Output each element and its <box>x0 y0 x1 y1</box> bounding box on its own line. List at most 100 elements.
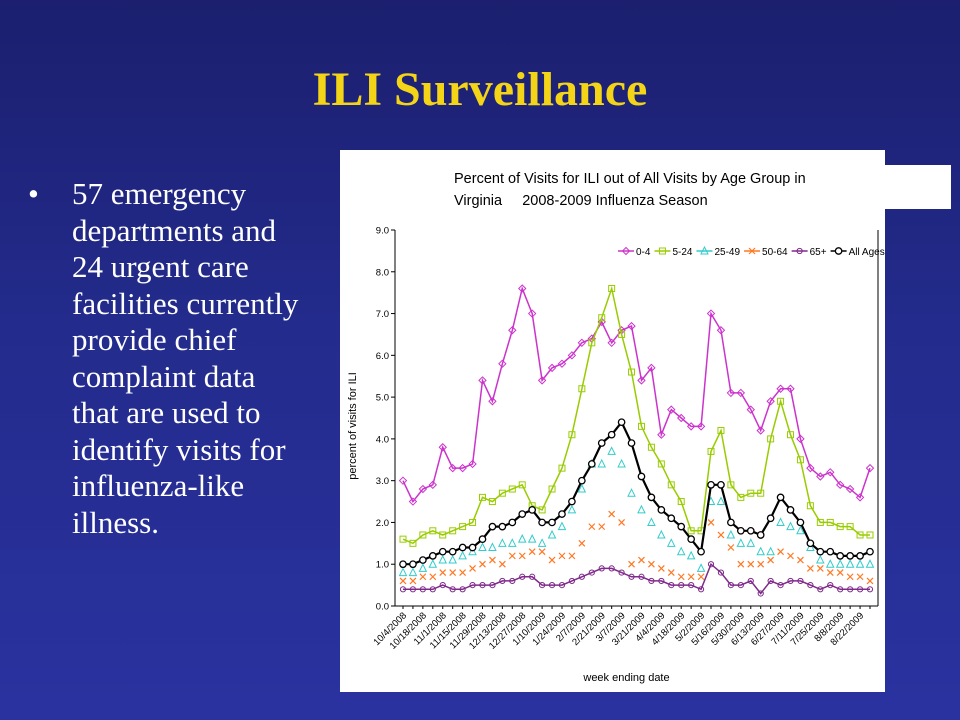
data-point-50-64-shape <box>578 539 586 547</box>
data-point-50-64-shape <box>548 556 556 564</box>
y-tick-label: 2.0 <box>376 518 389 529</box>
data-point-50-64 <box>429 573 437 581</box>
data-point-65+-shape <box>519 573 526 580</box>
data-point-5-24-shape <box>488 498 496 506</box>
data-point-65+ <box>737 582 744 589</box>
data-point-25-49-shape <box>617 458 626 468</box>
y-tick-label: 6.0 <box>376 351 389 362</box>
data-point-50-64-shape <box>787 552 794 560</box>
data-point-0-4-shape <box>527 309 537 318</box>
data-point-0-4-shape <box>418 484 428 494</box>
data-point-All Ages <box>448 547 457 556</box>
x-axis-title: week ending date <box>582 672 669 684</box>
y-tick-label: 4.0 <box>376 434 389 445</box>
data-point-65+-shape <box>568 577 576 585</box>
data-point-25-49-shape <box>676 546 686 556</box>
data-point-50-64 <box>856 573 864 581</box>
data-point-5-24 <box>657 460 665 468</box>
data-point-65+-shape <box>608 565 615 572</box>
data-point-25-49 <box>657 529 666 539</box>
data-point-25-49-shape <box>527 534 537 543</box>
data-point-50-64 <box>846 573 854 581</box>
data-point-25-49-shape <box>468 546 477 556</box>
data-point-65+-shape <box>688 582 695 589</box>
data-point-25-49-shape <box>716 496 726 506</box>
data-point-5-24 <box>419 531 427 539</box>
data-point-5-24-shape <box>508 485 516 493</box>
data-point-All Ages <box>428 552 437 560</box>
bullet-line: 24 urgent care <box>72 249 249 284</box>
data-point-All Ages <box>796 518 805 527</box>
data-point-All Ages-shape <box>528 506 537 514</box>
data-point-0-4-shape <box>716 326 726 335</box>
data-point-65+ <box>847 586 854 593</box>
data-point-0-4-shape <box>478 376 487 385</box>
data-point-5-24 <box>538 506 546 514</box>
data-point-All Ages-shape <box>508 518 517 527</box>
data-point-All Ages-shape <box>866 547 874 556</box>
data-point-5-24-shape <box>866 531 874 539</box>
data-point-25-49 <box>835 559 845 568</box>
data-point-50-64-shape <box>866 577 874 585</box>
data-point-65+ <box>747 577 754 585</box>
data-point-65+-shape <box>856 586 864 593</box>
data-point-5-24 <box>707 447 715 455</box>
legend-label: 0-4 <box>636 247 651 258</box>
data-point-65+-shape <box>409 586 417 593</box>
data-point-65+ <box>608 565 615 572</box>
data-point-25-49 <box>458 550 467 560</box>
data-point-0-4 <box>557 359 567 368</box>
data-point-0-4-shape <box>756 426 765 435</box>
data-point-5-24-shape <box>657 460 665 468</box>
data-point-25-49 <box>478 542 487 552</box>
data-point-50-64 <box>628 560 635 568</box>
data-point-50-64 <box>657 564 665 572</box>
data-point-65+ <box>697 586 705 593</box>
data-point-5-24-shape <box>796 456 804 464</box>
data-point-5-24 <box>429 527 437 535</box>
data-point-0-4 <box>438 443 447 452</box>
data-point-25-49-shape <box>796 525 805 535</box>
data-point-All Ages <box>409 560 417 569</box>
data-point-5-24 <box>469 518 477 526</box>
legend-label: 5-24 <box>672 247 692 258</box>
data-point-All Ages <box>856 552 864 560</box>
data-point-25-49 <box>557 521 567 531</box>
data-point-65+-shape <box>598 565 605 572</box>
data-point-25-49 <box>607 446 616 455</box>
data-point-25-49-shape <box>507 538 517 547</box>
data-point-50-64 <box>578 539 586 547</box>
data-point-65+ <box>558 582 566 589</box>
data-point-25-49-shape <box>686 550 696 560</box>
data-point-50-64-shape <box>667 569 675 577</box>
data-point-65+-shape <box>767 577 774 585</box>
data-point-All Ages-shape <box>736 526 745 535</box>
data-point-All Ages <box>498 522 507 531</box>
data-point-0-4-shape <box>438 443 447 452</box>
data-point-All Ages-shape <box>578 476 586 485</box>
data-point-50-64-shape <box>687 573 695 581</box>
data-point-65+-shape <box>817 586 824 593</box>
data-point-25-49 <box>696 563 706 572</box>
data-point-5-24-shape <box>667 481 675 489</box>
series-line-5-24 <box>402 285 870 545</box>
data-point-25-49 <box>776 517 785 526</box>
data-point-0-4-shape <box>766 397 775 406</box>
data-point-25-49 <box>746 538 756 547</box>
data-point-All Ages-shape <box>558 510 566 518</box>
data-point-All Ages-shape <box>647 493 656 502</box>
data-point-5-24 <box>498 489 506 497</box>
data-point-65+-shape <box>479 582 486 589</box>
data-point-All Ages-shape <box>478 535 487 544</box>
data-point-5-24 <box>488 498 496 506</box>
data-point-50-64 <box>638 556 645 564</box>
data-point-50-64 <box>548 556 556 564</box>
data-point-All Ages-shape <box>826 547 835 556</box>
data-point-5-24 <box>618 330 626 338</box>
data-point-All Ages <box>647 493 656 502</box>
data-point-0-4 <box>835 480 845 490</box>
data-point-5-24 <box>826 518 834 526</box>
chart-panel <box>340 150 885 692</box>
data-point-5-24 <box>737 493 745 501</box>
data-point-0-4 <box>696 422 706 431</box>
